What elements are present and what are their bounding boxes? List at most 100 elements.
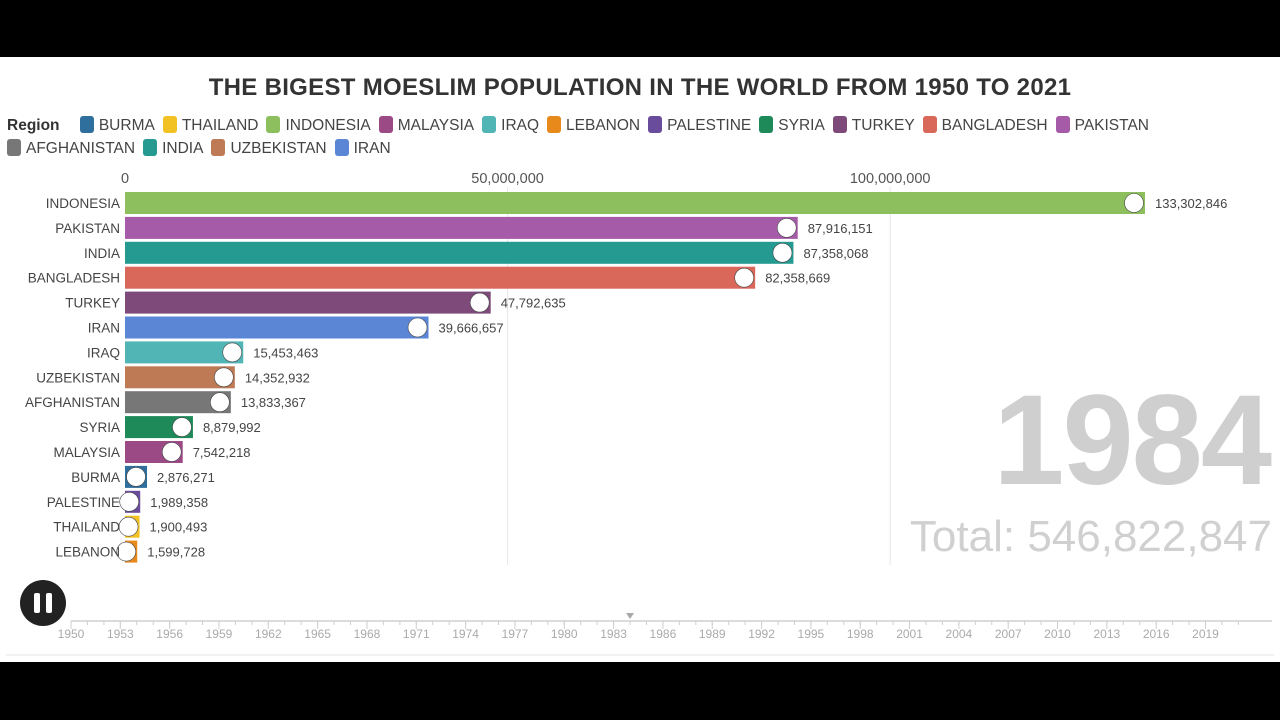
timeline-year-label[interactable]: 2016 [1143, 627, 1170, 641]
timeline-year-label[interactable]: 1986 [650, 627, 677, 641]
value-label: 1,900,493 [150, 520, 208, 535]
legend-item-bangladesh[interactable]: BANGLADESH [922, 114, 1048, 137]
legend-item-india[interactable]: INDIA [143, 137, 203, 160]
legend-label: IRAN [353, 140, 391, 157]
bar-pakistan [125, 216, 798, 239]
legend-swatch [266, 116, 281, 133]
flag-icon [734, 267, 754, 288]
legend-item-lebanon[interactable]: LEBANON [547, 114, 640, 137]
timeline-year-label[interactable]: 1950 [58, 627, 85, 641]
value-label: 8,879,992 [203, 420, 261, 435]
timeline-year-label[interactable]: 1971 [403, 627, 430, 641]
flag-icon [222, 342, 243, 363]
value-label: 133,302,846 [1155, 196, 1227, 211]
legend-swatch [334, 139, 349, 156]
timeline-year-label[interactable]: 1965 [304, 627, 331, 641]
timeline-year-label[interactable]: 1956 [156, 627, 183, 641]
timeline-year-label[interactable]: 1992 [748, 627, 775, 641]
timeline-year-label[interactable]: 2010 [1044, 627, 1071, 641]
legend-label: AFGHANISTAN [26, 140, 136, 157]
legend-item-turkey[interactable]: TURKEY [832, 114, 915, 137]
legend-item-burma[interactable]: BURMA [79, 114, 155, 137]
legend-item-palestine[interactable]: PALESTINE [648, 114, 751, 137]
bar-afghanistan [125, 391, 231, 414]
flag-icon [126, 467, 146, 487]
value-label: 87,358,068 [803, 246, 868, 261]
legend-item-thailand[interactable]: THAILAND [162, 114, 258, 137]
timeline-year-label[interactable]: 2013 [1093, 627, 1120, 641]
legend-item-indonesia[interactable]: INDONESIA [266, 114, 371, 137]
flag-icon [210, 392, 230, 413]
timeline-year-label[interactable]: 1977 [502, 627, 529, 641]
pause-icon [34, 593, 40, 613]
bar-turkey [125, 291, 491, 314]
timeline-slider[interactable]: 1950 1953 1956 1959 1962 1965 1968 1971 1974 1977… [0, 57, 1280, 662]
legend-label: LEBANON [566, 117, 641, 134]
category-label: PALESTINE [47, 495, 120, 510]
legend-title: Region [7, 117, 60, 134]
legend-swatch [1055, 116, 1070, 133]
bar-uzbekistan [125, 366, 235, 389]
legend-label: INDIA [162, 140, 204, 157]
legend-item-syria[interactable]: SYRIA [759, 114, 825, 137]
timeline-year-label[interactable]: 1962 [255, 627, 282, 641]
legend-swatch [648, 116, 663, 133]
x-tick-label: 50,000,000 [471, 171, 544, 187]
legend-item-iraq[interactable]: IRAQ [482, 114, 539, 137]
legend-swatch [922, 116, 937, 133]
category-label: AFGHANISTAN [25, 395, 120, 410]
legend-item-afghanistan[interactable]: AFGHANISTAN [7, 137, 135, 160]
timeline-year-label[interactable]: 1959 [206, 627, 233, 641]
legend-label: BANGLADESH [941, 117, 1048, 134]
category-label: IRAN [88, 321, 120, 336]
value-label: 1,989,358 [150, 495, 208, 510]
timeline-year-label[interactable]: 1953 [107, 627, 134, 641]
legend-item-pakistan[interactable]: PAKISTAN [1055, 114, 1149, 137]
legend-swatch [7, 139, 21, 156]
chart-stage: THE BIGEST MOESLIM POPULATION IN THE WOR… [0, 57, 1280, 662]
legend-item-iran[interactable]: IRAN [334, 137, 391, 160]
legend-label: MALAYSIA [397, 117, 475, 134]
value-label: 2,876,271 [157, 470, 215, 485]
category-label: INDIA [84, 246, 120, 261]
flag-icon [407, 317, 428, 338]
timeline-year-label[interactable]: 1974 [452, 627, 479, 641]
flag-icon [161, 442, 182, 462]
category-label: MALAYSIA [53, 445, 120, 460]
timeline-year-label[interactable]: 1995 [798, 627, 825, 641]
legend-item-malaysia[interactable]: MALAYSIA [378, 114, 475, 137]
value-label: 14,352,932 [245, 370, 310, 385]
timeline-handle[interactable] [626, 613, 635, 619]
legend-item-uzbekistan[interactable]: UZBEKISTAN [211, 137, 327, 160]
current-year: 1984 [993, 369, 1272, 512]
legend-label: IRAQ [501, 117, 540, 134]
timeline-year-label[interactable]: 1998 [847, 627, 874, 641]
legend: Region BURMA THAILAND INDONESIA MALAYSIA IRA… [7, 114, 1247, 160]
timeline-year-label[interactable]: 2004 [946, 627, 973, 641]
timeline-year-label[interactable]: 1968 [354, 627, 381, 641]
value-label: 39,666,657 [439, 321, 504, 336]
timeline-year-label[interactable]: 2001 [896, 627, 923, 641]
flag-icon [772, 243, 793, 263]
legend-label: TURKEY [851, 117, 915, 134]
value-label: 13,833,367 [241, 395, 306, 410]
total-population: Total: 546,822,847 [909, 512, 1272, 561]
bar-indonesia [125, 192, 1145, 214]
timeline-year-label[interactable]: 1980 [551, 627, 578, 641]
flag-icon [116, 541, 137, 562]
timeline-year-label[interactable]: 1983 [600, 627, 627, 641]
legend-label: PALESTINE [667, 117, 752, 134]
bar-bangladesh [125, 266, 756, 289]
x-tick-label: 0 [121, 171, 129, 187]
category-label: LEBANON [55, 545, 120, 560]
legend-label: BURMA [98, 117, 155, 134]
category-label: THAILAND [53, 520, 120, 535]
category-label: BURMA [71, 470, 120, 485]
timeline-year-label[interactable]: 2019 [1192, 627, 1219, 641]
chart-title: THE BIGEST MOESLIM POPULATION IN THE WOR… [208, 74, 1072, 101]
category-label: IRAQ [87, 345, 120, 360]
timeline-year-label[interactable]: 2007 [995, 627, 1022, 641]
pause-button[interactable] [20, 580, 66, 626]
flag-icon [469, 292, 490, 313]
timeline-year-label[interactable]: 1989 [699, 627, 726, 641]
